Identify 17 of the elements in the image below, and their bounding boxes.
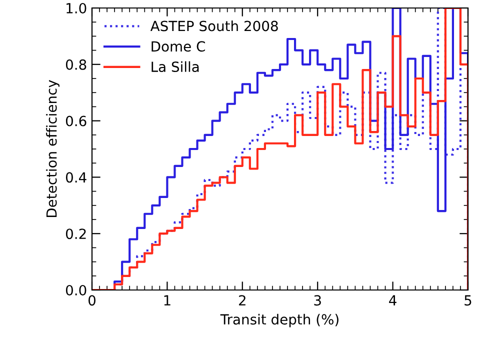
- x-tick-label: 4: [389, 295, 396, 306]
- y-tick-label: 1.0: [66, 2, 86, 14]
- y-tick-label: 0.0: [66, 284, 86, 296]
- x-tick-label: 3: [314, 295, 321, 306]
- legend-label: La Silla: [152, 61, 199, 72]
- y-tick-label: 0.8: [66, 59, 86, 70]
- legend-label: ASTEP South 2008: [150, 20, 278, 32]
- y-tick-label: 0.4: [66, 172, 86, 183]
- y-tick-label: 0.6: [66, 116, 86, 126]
- x-tick-label: 2: [239, 295, 246, 306]
- x-tick-label: 0: [88, 295, 96, 306]
- x-tick-label: 1: [164, 295, 170, 306]
- legend-label: Dome C: [152, 41, 205, 52]
- x-tick-label: 5: [464, 295, 472, 306]
- y-axis-title: Detection efficiency: [46, 80, 60, 218]
- y-tick-label: 0.2: [66, 228, 86, 240]
- x-axis-title: Transit depth (%): [220, 314, 338, 328]
